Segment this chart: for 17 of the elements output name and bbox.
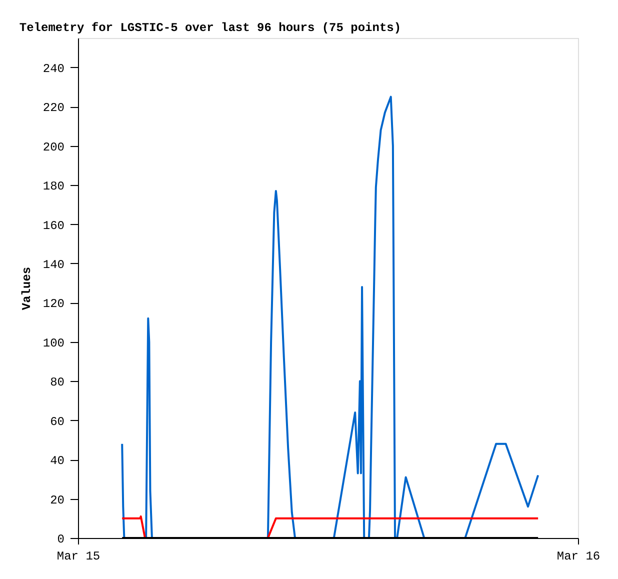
y-tick-label: 180 <box>42 180 64 194</box>
y-tick-label: 60 <box>50 414 64 429</box>
y-tick-label: 140 <box>42 258 64 272</box>
y-tick-label: 20 <box>50 493 64 508</box>
y-tick-label: 40 <box>50 454 64 468</box>
y-axis-title: Values <box>20 266 34 310</box>
y-tick-label: 240 <box>42 62 64 76</box>
chart-title: Telemetry for LGSTIC-5 over last 96 hours (75 points) <box>19 21 402 35</box>
y-tick-label: 220 <box>42 101 64 116</box>
y-tick-label: 80 <box>50 376 64 390</box>
x-tick-label: Mar 15 <box>56 550 100 564</box>
y-tick-label: 100 <box>42 336 64 350</box>
y-tick-label: 0 <box>57 532 64 546</box>
y-tick-label: 120 <box>42 297 64 312</box>
x-tick-label: Mar 16 <box>556 550 600 564</box>
y-tick-label: 160 <box>42 218 64 233</box>
y-tick-label: 200 <box>42 140 64 154</box>
